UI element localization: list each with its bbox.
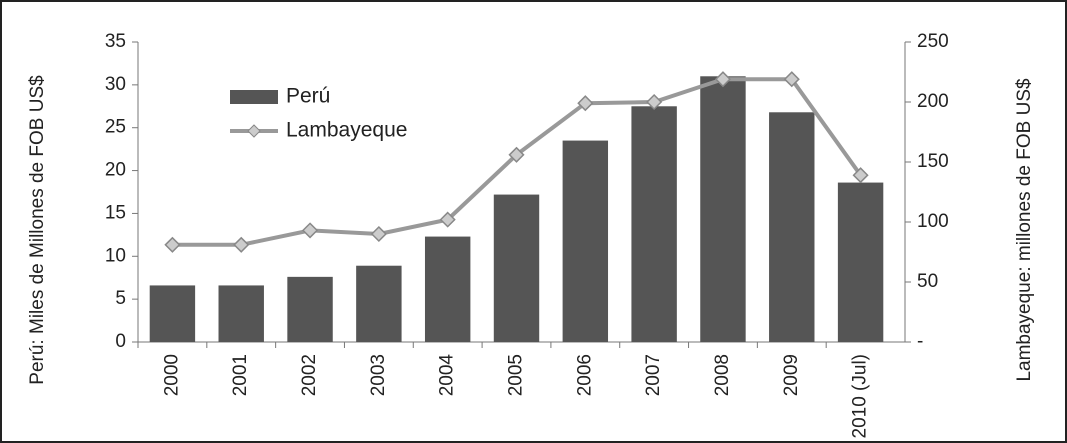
- marker: [714, 71, 732, 88]
- x-tick-label: 2009: [781, 354, 802, 396]
- x-tick-label: 2003: [368, 354, 389, 396]
- x-tick-label: 2005: [506, 354, 527, 396]
- legend-swatch: [230, 90, 278, 104]
- bar: [424, 236, 471, 342]
- bar: [769, 112, 815, 343]
- marker: [164, 236, 181, 253]
- y2-tick-label: 50: [917, 271, 938, 292]
- marker: [370, 225, 387, 243]
- y-axis-title: Perú: Miles de Millones de FOB US$: [27, 75, 48, 385]
- y-tick-label: 30: [105, 74, 126, 95]
- bar: [218, 285, 264, 342]
- marker: [508, 146, 525, 163]
- y-tick-label: 0: [115, 331, 126, 352]
- bar: [837, 182, 884, 342]
- marker: [646, 93, 663, 111]
- y2-tick-label: -: [917, 331, 923, 352]
- bar: [700, 76, 746, 343]
- bar: [631, 106, 677, 343]
- bar: [356, 265, 402, 342]
- x-tick-label: 2008: [712, 354, 733, 396]
- x-tick-label: 2010 (Jul): [850, 354, 871, 439]
- y-tick-label: 25: [105, 117, 126, 138]
- x-tick-label: 2002: [299, 354, 320, 396]
- marker: [852, 167, 869, 184]
- bar: [149, 285, 196, 342]
- bar: [287, 276, 333, 342]
- x-tick-label: 2001: [230, 354, 251, 396]
- y-tick-label: 20: [105, 160, 126, 181]
- x-tick-label: 2006: [574, 354, 595, 396]
- y2-tick-label: 200: [917, 91, 949, 112]
- legend-label: Lambayeque: [286, 119, 407, 142]
- marker: [439, 211, 456, 228]
- y2-tick-label: 150: [917, 151, 949, 172]
- y-tick-label: 15: [105, 202, 126, 223]
- marker: [233, 236, 250, 253]
- x-tick-label: 2004: [437, 354, 458, 397]
- y-tick-label: 5: [115, 288, 126, 309]
- y2-tick-label: 250: [917, 31, 949, 52]
- bar: [562, 140, 609, 342]
- legend-marker: [247, 124, 261, 138]
- legend-label: Perú: [286, 85, 330, 108]
- y-tick-label: 10: [105, 245, 126, 266]
- x-tick-label: 2000: [161, 354, 182, 396]
- marker: [301, 222, 319, 239]
- y2-axis-title: Lambayeque: millones de FOB US$: [1014, 78, 1035, 382]
- bar: [493, 194, 540, 342]
- y-tick-label: 35: [105, 31, 126, 52]
- x-tick-label: 2007: [643, 354, 664, 396]
- marker: [783, 71, 800, 88]
- y2-tick-label: 100: [917, 211, 949, 232]
- marker: [577, 95, 594, 112]
